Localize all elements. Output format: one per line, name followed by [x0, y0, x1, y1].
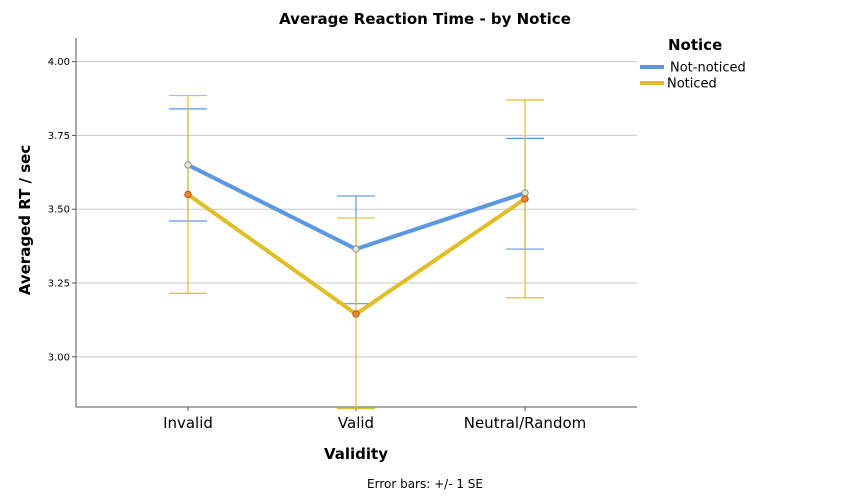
legend-entry: Not-noticed — [670, 61, 746, 76]
y-axis-ticks: 3.00 3.25 3.50 3.75 4.00 — [48, 57, 76, 363]
y-tick-label: 4.00 — [48, 57, 70, 68]
x-axis-title: Validity — [324, 445, 388, 463]
x-axis-ticks: Invalid Valid Neutral/Random — [163, 407, 586, 432]
x-tick-label: Valid — [338, 414, 374, 432]
data-point — [521, 195, 529, 203]
legend-entry: Noticed — [667, 77, 717, 92]
y-tick-label: 3.25 — [48, 279, 70, 290]
data-point — [352, 245, 360, 253]
chart-title: Average Reaction Time - by Notice — [279, 10, 571, 28]
error-bar-footnote: Error bars: +/- 1 SE — [367, 477, 483, 491]
data-point — [521, 189, 529, 197]
y-tick-label: 3.75 — [48, 131, 70, 142]
data-point — [184, 190, 192, 199]
y-tick-label: 3.00 — [48, 352, 70, 363]
data-point — [352, 310, 360, 318]
y-tick-label: 3.50 — [48, 205, 70, 216]
y-axis-title: Averaged RT / sec — [16, 145, 34, 295]
legend-title: Notice — [668, 36, 722, 54]
series-group — [169, 94, 544, 410]
x-tick-label: Invalid — [163, 414, 213, 432]
x-tick-label: Neutral/Random — [464, 414, 587, 432]
data-point — [184, 161, 192, 169]
